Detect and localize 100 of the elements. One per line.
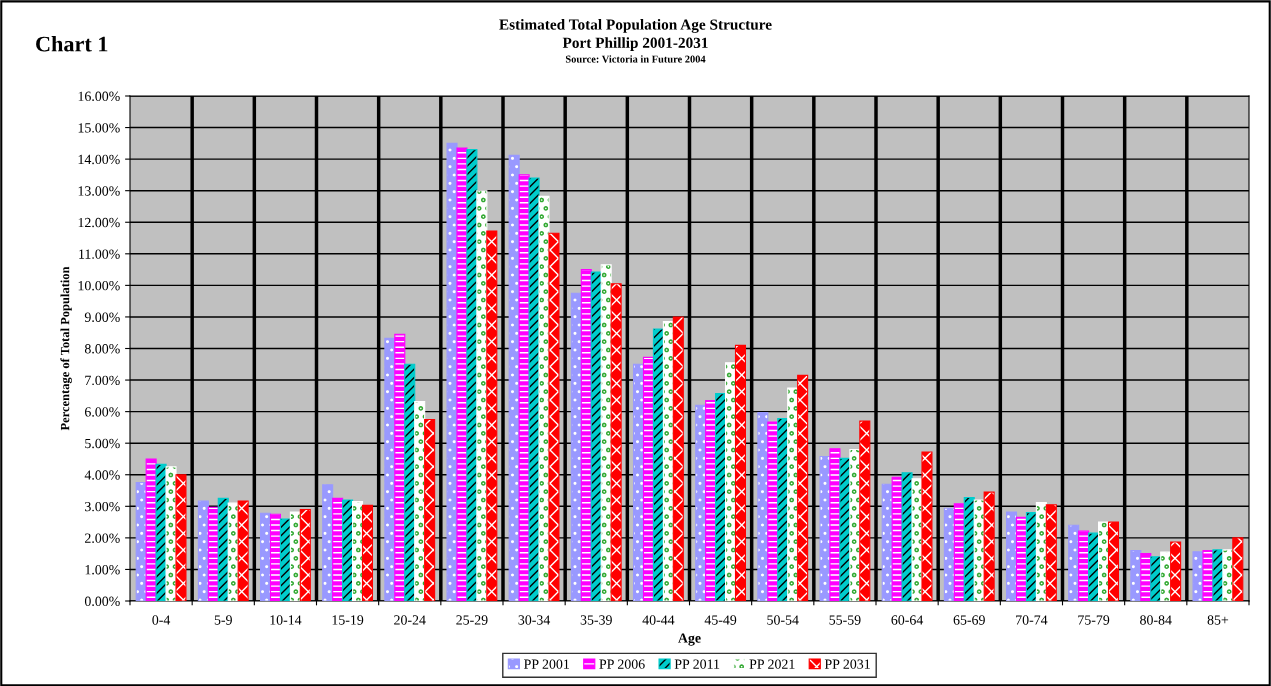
x-tick-label: 45-49 — [704, 615, 737, 625]
bar — [486, 230, 498, 601]
x-tick-label: 80-84 — [1140, 615, 1172, 625]
legend-label: PP 2031 — [824, 659, 870, 669]
x-tick-label: 85+ — [1207, 615, 1229, 625]
bar — [943, 507, 955, 601]
x-tick-label: 10-14 — [270, 615, 302, 625]
bar — [135, 482, 147, 601]
bar — [227, 502, 239, 601]
x-tick-label: 25-29 — [456, 615, 488, 625]
bar — [797, 374, 809, 601]
x-tick-label: 75-79 — [1078, 615, 1110, 625]
bar — [217, 497, 229, 601]
bar — [590, 271, 602, 601]
bar — [725, 362, 737, 601]
bar — [859, 420, 871, 601]
bar — [352, 501, 364, 601]
bar — [963, 496, 975, 601]
bar — [715, 393, 727, 601]
bar — [269, 513, 281, 601]
bar — [446, 142, 458, 601]
bar — [299, 508, 311, 601]
bar — [1192, 551, 1204, 601]
y-tick-label: 3.00% — [85, 501, 120, 512]
x-tick-label: 15-19 — [332, 615, 364, 625]
bar — [1005, 511, 1018, 601]
bar — [787, 387, 799, 601]
bar — [672, 316, 684, 601]
bar — [849, 448, 861, 601]
bar — [548, 232, 560, 601]
bar — [953, 503, 965, 601]
bar — [921, 451, 933, 601]
bar — [911, 478, 923, 601]
bar — [165, 466, 177, 601]
x-tick-label: 5-9 — [214, 615, 232, 625]
bar — [197, 500, 209, 601]
bar — [466, 149, 478, 601]
bar — [1170, 541, 1182, 601]
chart-title: Estimated Total Population Age Structure Port Phillip 2001-2031 — [499, 18, 772, 52]
bar — [1107, 521, 1120, 601]
y-tick-label: 16.00% — [78, 91, 120, 102]
bar — [237, 500, 249, 601]
y-tick-label: 1.00% — [85, 565, 120, 575]
y-tick-label: 15.00% — [78, 123, 120, 133]
bar — [404, 363, 416, 601]
bar — [394, 333, 406, 601]
x-axis-title: Age — [678, 633, 701, 646]
bar — [642, 356, 654, 601]
bar — [289, 511, 301, 601]
bar — [839, 457, 851, 601]
bar — [1212, 549, 1224, 601]
bar — [1025, 512, 1037, 601]
x-tick-label: 60-64 — [891, 615, 924, 625]
y-tick-label: 13.00% — [78, 186, 120, 196]
bar — [1222, 549, 1234, 601]
bar — [1068, 524, 1080, 601]
bar — [1130, 549, 1142, 601]
bar — [973, 499, 985, 601]
legend-label: PP 2006 — [599, 659, 645, 669]
caption: Chart 1 — [36, 35, 108, 52]
bar — [1160, 551, 1172, 601]
bar — [155, 463, 167, 601]
y-tick-label: 8.00% — [84, 344, 120, 354]
bar — [1015, 516, 1027, 601]
y-tick-label: 12.00% — [78, 217, 120, 228]
bar — [424, 418, 436, 601]
bar — [757, 412, 769, 601]
y-tick-label: 0.00% — [84, 596, 120, 607]
bar — [1098, 521, 1110, 601]
bar — [1232, 537, 1244, 601]
bar — [508, 154, 520, 601]
y-tick-label: 10.00% — [78, 280, 120, 291]
bar — [1088, 532, 1100, 601]
bar — [476, 190, 488, 601]
bar — [652, 328, 664, 601]
bar — [414, 400, 426, 601]
y-axis-title: Percentage of Total Population — [60, 266, 72, 431]
bar — [610, 283, 622, 601]
y-tick-label: 6.00% — [85, 407, 120, 417]
bar — [777, 418, 789, 601]
bar — [570, 292, 582, 601]
bar — [695, 404, 707, 601]
bar — [819, 455, 831, 601]
bar — [259, 512, 272, 601]
bar — [767, 421, 779, 601]
bar — [734, 344, 747, 601]
bar — [901, 472, 913, 601]
bar — [705, 400, 717, 601]
bar — [1078, 530, 1090, 601]
bar — [580, 269, 592, 601]
x-tick-label: 70-74 — [1016, 615, 1048, 625]
bar — [538, 195, 550, 601]
x-tick-label: 40-44 — [642, 615, 675, 625]
bar — [881, 483, 893, 601]
legend-label: PP 2021 — [749, 659, 795, 669]
bar — [632, 363, 645, 601]
x-tick-label: 20-24 — [394, 615, 426, 625]
y-tick-label: 11.00% — [79, 249, 120, 259]
bar — [1150, 556, 1162, 601]
bar — [600, 264, 612, 601]
